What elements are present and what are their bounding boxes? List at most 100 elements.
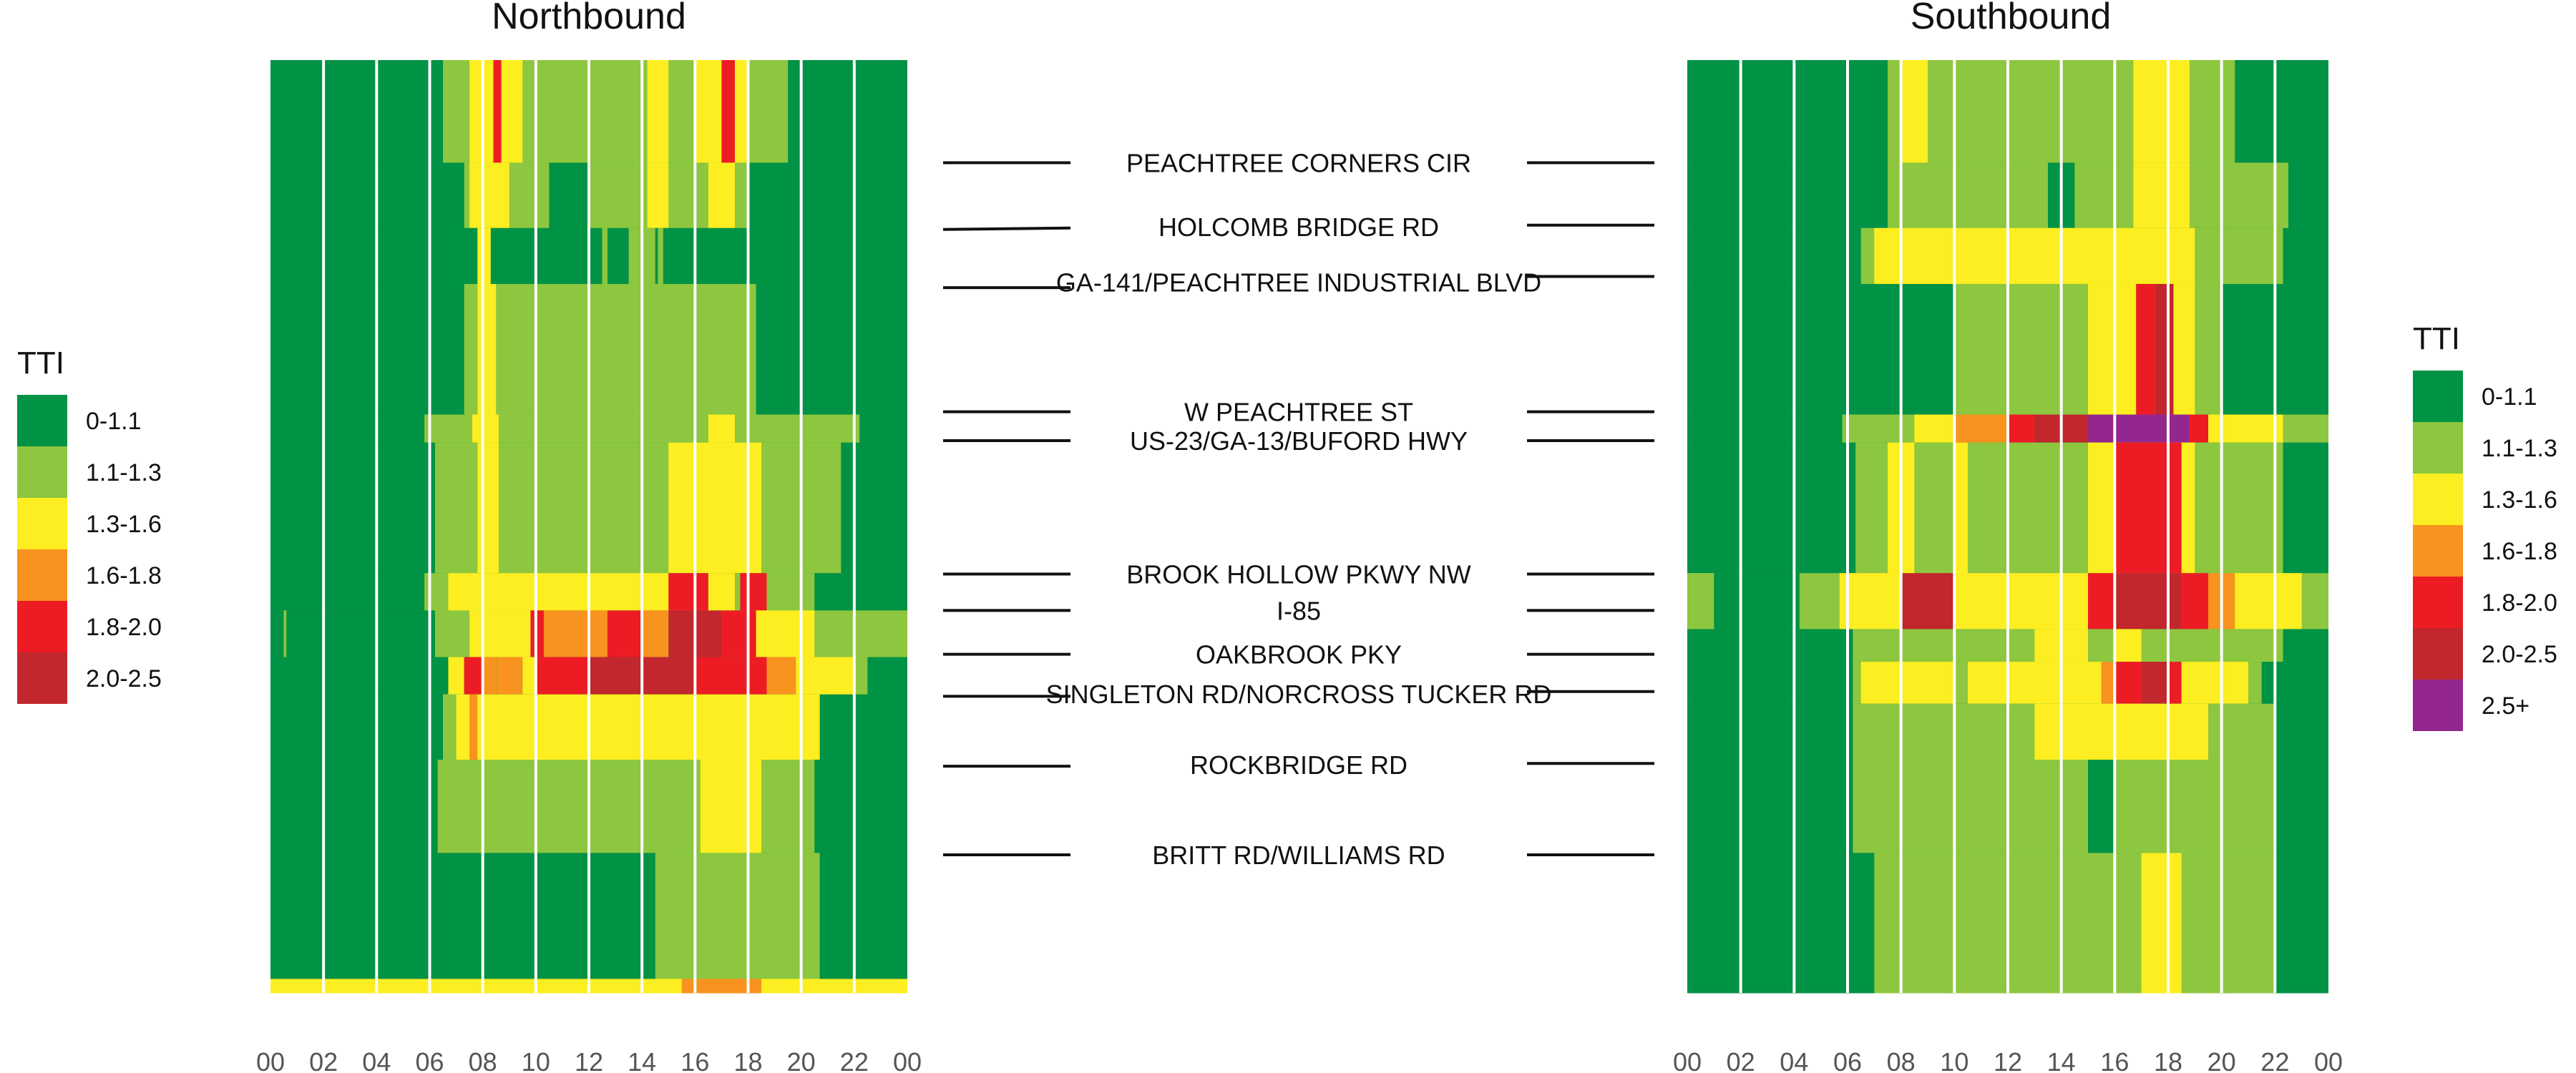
heatmap-cell [658, 227, 663, 285]
road-label: W PEACHTREE ST [1184, 398, 1413, 427]
heatmap-cell [1687, 573, 1714, 629]
heatmap-cell [695, 657, 767, 695]
x-tick-label: 22 [840, 1047, 869, 1073]
heatmap-cell [2189, 414, 2208, 444]
heatmap-cell [1914, 414, 1955, 444]
x-tick-label: 16 [2100, 1047, 2129, 1073]
legend-label: 1.6-1.8 [86, 562, 162, 589]
x-tick-label: 20 [2207, 1047, 2236, 1073]
x-tick-label: 12 [575, 1047, 603, 1073]
heatmap-cell [1888, 162, 2288, 229]
legend-label: 0-1.1 [86, 408, 142, 435]
heatmap-cell [464, 283, 756, 416]
heatmap-cell [642, 657, 696, 695]
heatmap-cell [681, 979, 762, 994]
road-label: BRITT RD/WILLIAMS RD [1152, 841, 1445, 870]
x-tick-label: 02 [1727, 1047, 1755, 1073]
x-tick-label: 04 [1780, 1047, 1808, 1073]
heatmap-cell [2101, 662, 2115, 705]
heatmap-cell [1954, 573, 2088, 629]
heatmap-cell [496, 657, 523, 695]
legend-label: 1.3-1.6 [2482, 486, 2557, 514]
heatmap-cell [766, 573, 801, 611]
legend-label: 0-1.1 [2482, 383, 2537, 411]
x-tick-label: 20 [787, 1047, 816, 1073]
legend-label: 2.5+ [2482, 692, 2529, 720]
heatmap-cell [2008, 414, 2035, 444]
road-label: OAKBROOK PKY [1196, 640, 1402, 670]
heatmap-cell [589, 657, 643, 695]
heatmap-cell [2136, 283, 2155, 416]
x-tick-label: 12 [1994, 1047, 2022, 1073]
x-tick-label: 06 [415, 1047, 444, 1073]
heatmap-cell [434, 442, 841, 574]
heatmap-cell [1860, 662, 1955, 705]
heatmap-cell [482, 657, 497, 695]
heatmap-cell [469, 694, 478, 760]
heatmap-cell [2181, 573, 2208, 629]
heatmap-cell [2114, 442, 2182, 574]
road-labels: PEACHTREE CORNERS CIR HOLCOMB BRIDGE RD GA… [942, 148, 1654, 870]
heatmap-cell [1855, 442, 2283, 574]
x-tick-label: 14 [628, 1047, 656, 1073]
heatmap-cell [766, 657, 796, 695]
heatmap-cell [668, 442, 762, 574]
legend-label: 1.6-1.8 [2482, 538, 2557, 565]
heatmap-cell [796, 657, 854, 695]
legend-swatch [17, 652, 67, 704]
heatmap-cell [286, 610, 435, 658]
heatmap-cell [1901, 60, 1928, 163]
legend-swatch [2413, 474, 2463, 525]
heatmap-cell [2114, 629, 2142, 662]
heatmap-cell [2141, 853, 2182, 994]
heatmap-cell [2133, 162, 2190, 229]
heatmap-cell [2088, 760, 2115, 853]
heatmap-cell [469, 610, 531, 658]
heatmap-cell [2088, 573, 2115, 629]
heatmap-cell [695, 60, 748, 163]
heatmap-cell [448, 573, 669, 611]
heatmap-cell [854, 657, 868, 695]
x-tick-label: 10 [522, 1047, 550, 1073]
heatmap-cell [1901, 573, 1955, 629]
x-axis-ticks: 00 02 04 06 08 10 12 14 16 18 20 22 00 00 02 04 06 08 10 12… [256, 1047, 2343, 1073]
southbound-heatmap [1687, 60, 2328, 994]
x-tick-label: 08 [469, 1047, 497, 1073]
heatmap-cell [443, 694, 820, 760]
x-tick-label: 04 [362, 1047, 391, 1073]
heatmap-cell [493, 60, 502, 163]
heatmap-cell [543, 610, 571, 658]
heatmap-cell [1714, 573, 1800, 629]
x-tick-label: 22 [2260, 1047, 2289, 1073]
legend-swatch [17, 549, 67, 601]
heatmap-cell [708, 414, 735, 444]
road-label: ROCKBRIDGE RD [1190, 750, 1407, 780]
heatmap-cell [756, 610, 815, 658]
heatmap-cell [2088, 414, 2190, 444]
road-label: PEACHTREE CORNERS CIR [1126, 148, 1471, 177]
x-tick-label: 02 [309, 1047, 338, 1073]
heatmap-cell [1874, 853, 2275, 994]
heatmap-cell [740, 573, 767, 611]
x-tick-label: 00 [256, 1047, 285, 1073]
heatmap-cell [647, 162, 669, 229]
legend-label: 1.1-1.3 [2482, 435, 2557, 462]
x-tick-label: 18 [2154, 1047, 2182, 1073]
heatmap-cell [2235, 573, 2302, 629]
legend-swatch [2413, 422, 2463, 474]
road-label: US-23/GA-13/BUFORD HWY [1130, 426, 1468, 456]
legend-swatch [2413, 371, 2463, 422]
legend-swatch [2413, 577, 2463, 628]
heatmap-cell [642, 610, 669, 658]
heatmap-cell [283, 610, 287, 658]
legend-swatch [17, 446, 67, 498]
x-tick-label: 10 [1940, 1047, 1968, 1073]
heatmap-cell [2114, 662, 2142, 705]
heatmap-cell [1853, 760, 2275, 853]
legend-label: 1.1-1.3 [86, 459, 162, 486]
x-tick-label: 00 [1673, 1047, 1702, 1073]
heatmap-cell [721, 60, 735, 163]
legend-label: 1.8-2.0 [2482, 589, 2557, 617]
heatmap-cell [522, 657, 536, 695]
legend-label: 2.0-2.5 [2482, 641, 2557, 668]
